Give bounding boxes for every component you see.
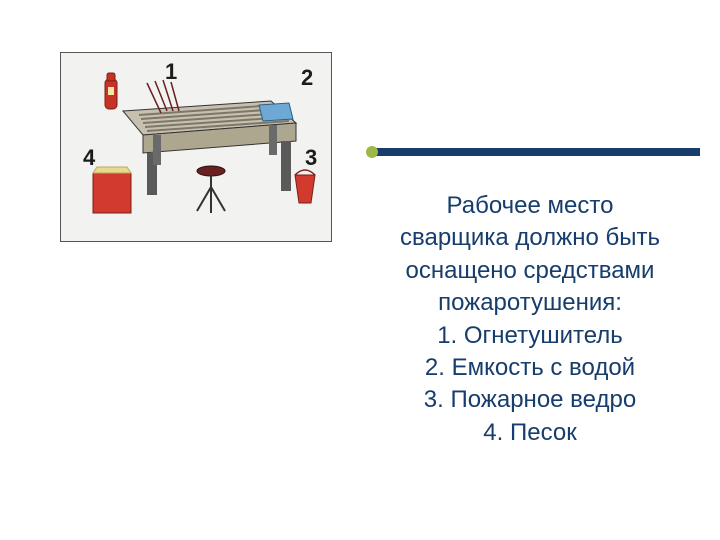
welding-table bbox=[123, 101, 296, 195]
divider-bar bbox=[370, 148, 700, 156]
sand-box-icon bbox=[93, 167, 131, 213]
slide: 1 2 3 4 Рабочее место сварщика должно бы… bbox=[0, 0, 720, 540]
caption-intro-line-1: Рабочее место bbox=[360, 190, 700, 222]
caption-item-4: 4. Песок bbox=[360, 417, 700, 449]
divider-bullet-icon bbox=[366, 146, 378, 158]
callout-label-2: 2 bbox=[301, 65, 313, 90]
callout-label-3: 3 bbox=[305, 145, 317, 170]
caption-intro-line-4: пожаротушения: bbox=[360, 287, 700, 319]
fire-extinguisher-icon bbox=[105, 73, 117, 109]
stool-icon bbox=[197, 166, 225, 213]
callout-label-4: 4 bbox=[83, 145, 96, 170]
divider-rule bbox=[370, 145, 700, 159]
water-tray bbox=[259, 103, 293, 121]
caption-item-3: 3. Пожарное ведро bbox=[360, 384, 700, 416]
caption-item-2: 2. Емкость с водой bbox=[360, 352, 700, 384]
caption-intro-line-3: оснащено средствами bbox=[360, 255, 700, 287]
callout-label-1: 1 bbox=[165, 59, 177, 84]
caption-intro-line-2: сварщика должно быть bbox=[360, 222, 700, 254]
workplace-illustration: 1 2 3 4 bbox=[60, 52, 332, 242]
caption-item-1: 1. Огнетушитель bbox=[360, 320, 700, 352]
workplace-svg: 1 2 3 4 bbox=[61, 53, 331, 241]
caption-block: Рабочее место сварщика должно быть оснащ… bbox=[360, 190, 700, 449]
fire-bucket-icon bbox=[295, 170, 315, 203]
